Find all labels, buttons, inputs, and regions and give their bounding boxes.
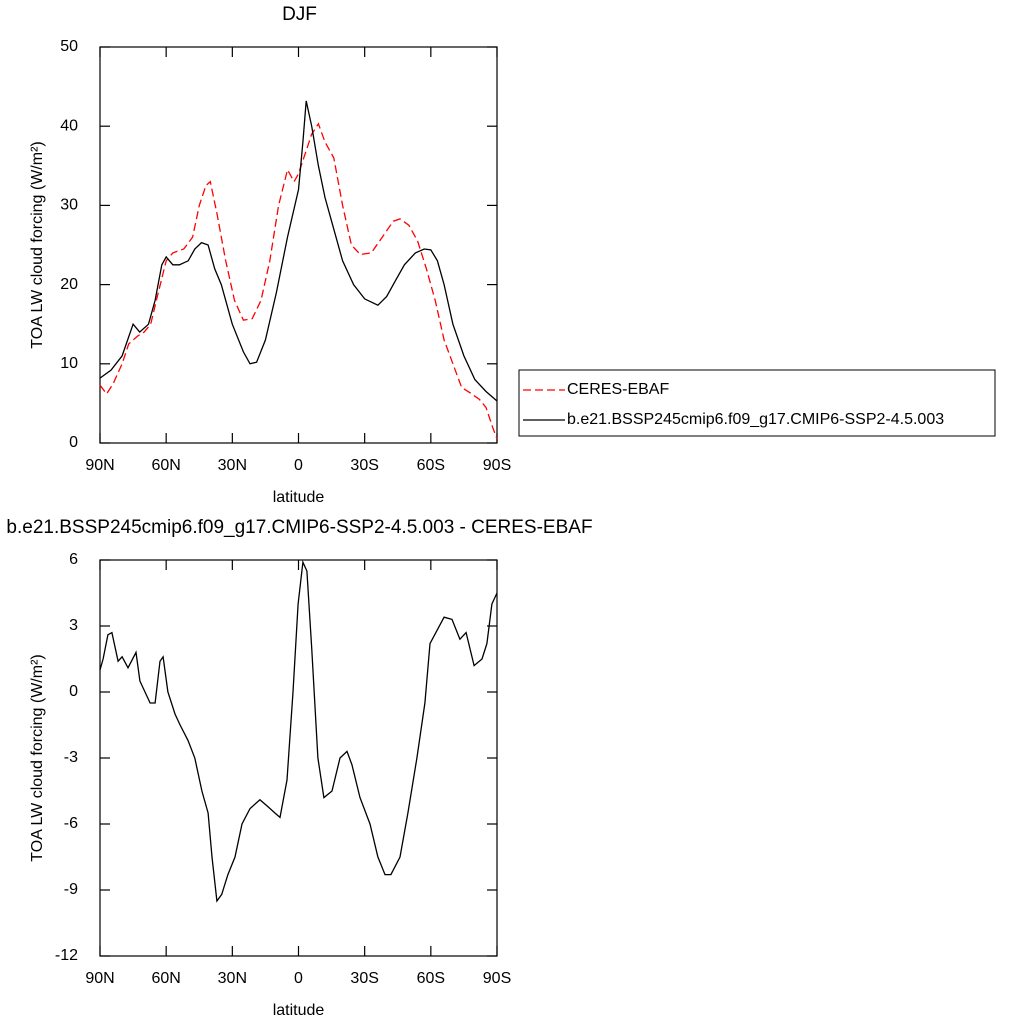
y-tick-label: -12 — [55, 947, 78, 964]
y-tick-label: 40 — [60, 117, 78, 134]
y-tick-label: -3 — [64, 749, 78, 766]
x-tick-label: 30S — [350, 457, 378, 474]
y-tick-label: 0 — [69, 683, 78, 700]
x-tick-label: 0 — [294, 457, 303, 474]
x-tick-label: 90N — [85, 457, 114, 474]
x-tick-label: 30S — [350, 970, 378, 987]
chart-title: b.e21.BSSP245cmip6.f09_g17.CMIP6-SSP2-4.… — [6, 517, 592, 538]
y-tick-label: 10 — [60, 355, 78, 372]
x-tick-label: 90S — [483, 457, 511, 474]
x-tick-label: 90N — [85, 970, 114, 987]
chart-title: DJF — [282, 4, 317, 25]
y-axis-label: TOA LW cloud forcing (W/m²) — [29, 141, 46, 348]
x-axis-label: latitude — [273, 1002, 325, 1019]
y-tick-label: -6 — [64, 815, 78, 832]
x-tick-label: 30N — [218, 457, 247, 474]
legend-label: CERES-EBAF — [567, 381, 669, 398]
legend-box — [518, 369, 996, 437]
legend-label: b.e21.BSSP245cmip6.f09_g17.CMIP6-SSP2-4.… — [567, 411, 944, 428]
y-tick-label: 0 — [69, 434, 78, 451]
data-line — [99, 559, 498, 903]
x-tick-label: 30N — [218, 970, 247, 987]
x-tick-label: 90S — [483, 970, 511, 987]
x-axis-label: latitude — [273, 489, 325, 506]
y-tick-label: 50 — [60, 38, 78, 55]
y-tick-label: 30 — [60, 197, 78, 214]
x-tick-label: 60S — [417, 457, 445, 474]
x-tick-label: 60N — [151, 970, 180, 987]
y-axis-label: TOA LW cloud forcing (W/m²) — [29, 654, 46, 861]
x-tick-label: 0 — [294, 970, 303, 987]
data-line — [99, 122, 498, 440]
x-tick-label: 60N — [151, 457, 180, 474]
y-tick-label: -9 — [64, 881, 78, 898]
plot-frame — [99, 46, 498, 444]
data-line — [99, 100, 498, 402]
y-tick-label: 3 — [69, 617, 78, 634]
x-tick-label: 60S — [417, 970, 445, 987]
y-tick-label: 6 — [69, 551, 78, 568]
plot-frame — [99, 559, 498, 957]
y-tick-label: 20 — [60, 276, 78, 293]
